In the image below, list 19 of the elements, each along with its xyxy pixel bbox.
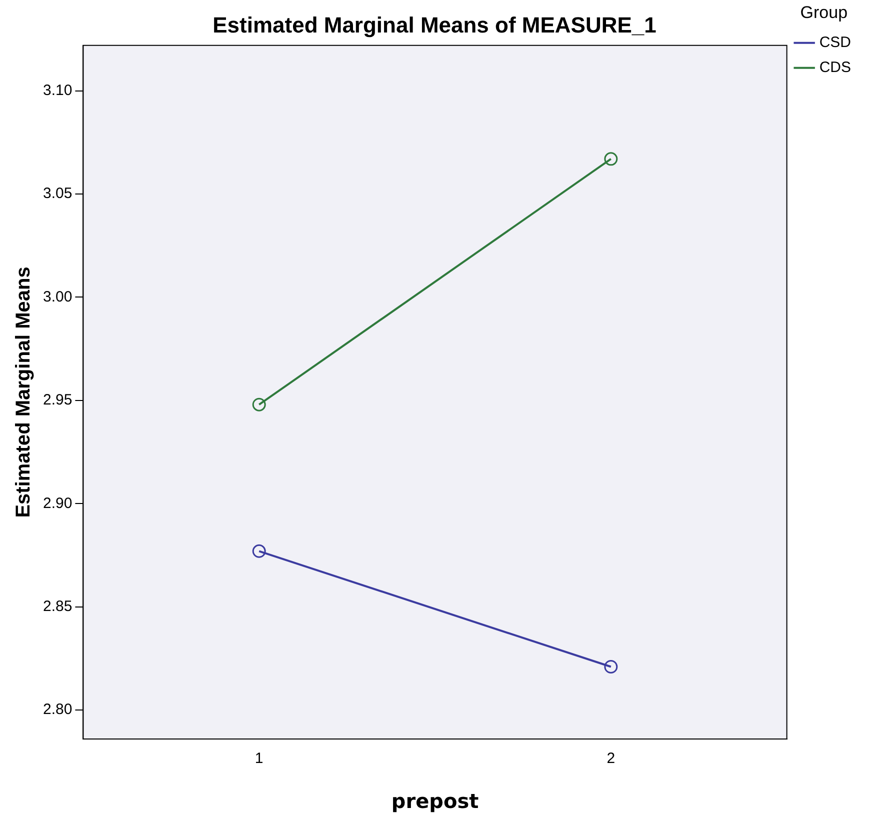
- legend-label: CDS: [819, 59, 851, 76]
- chart-title: Estimated Marginal Means of MEASURE_1: [212, 12, 656, 38]
- y-tick-label: 3.05: [42, 185, 72, 202]
- y-axis-title: Estimated Marginal Means: [12, 266, 35, 518]
- y-tick-label: 2.90: [42, 494, 72, 512]
- y-tick-label: 3.00: [42, 288, 72, 306]
- y-tick-label: 2.85: [42, 598, 72, 616]
- point: [252, 544, 266, 558]
- point: [604, 660, 618, 674]
- legend-label: CSD: [819, 34, 852, 52]
- x-axis-title: prepost: [391, 789, 480, 814]
- x-tick-label: 1: [254, 750, 264, 768]
- y-tick-label: 2.95: [42, 392, 72, 409]
- y-tick-label: 3.10: [42, 82, 72, 99]
- point: [604, 152, 618, 166]
- y-tick-label: 2.80: [42, 701, 72, 718]
- point: [252, 398, 266, 412]
- x-tick-label: 2: [606, 750, 616, 768]
- legend-title: Group: [800, 3, 848, 22]
